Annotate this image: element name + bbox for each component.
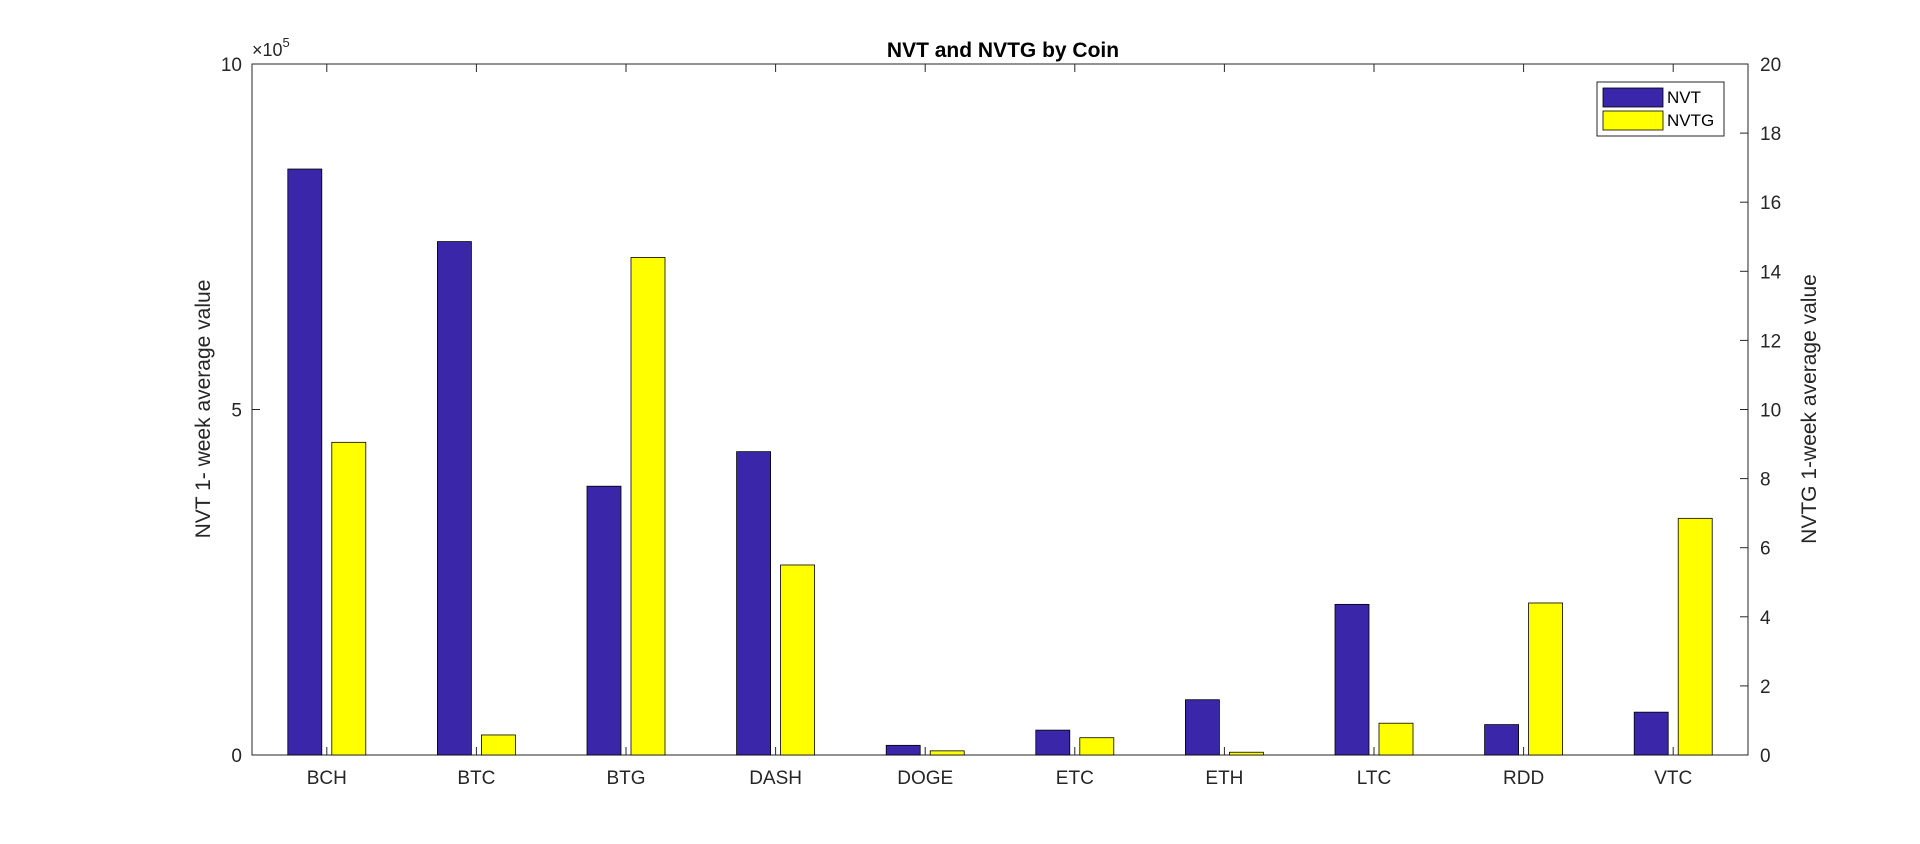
- bar-nvt: [1484, 724, 1519, 756]
- x-tick-label: DASH: [749, 768, 802, 789]
- y-right-tick-label: 4: [1760, 608, 1771, 629]
- bar-nvt: [1185, 699, 1220, 756]
- bar-nvt: [1633, 711, 1669, 756]
- y-right-tick-label: 6: [1760, 539, 1771, 560]
- bar-nvtg: [630, 257, 666, 756]
- bar-nvt: [736, 451, 771, 756]
- bar-nvt: [885, 744, 921, 756]
- legend-swatch: [1602, 87, 1664, 108]
- y-right-tick-label: 16: [1760, 193, 1781, 214]
- y-right-tick-label: 18: [1760, 124, 1781, 145]
- chart-title: NVT and NVTG by Coin: [887, 39, 1119, 62]
- x-tick-label: ETH: [1205, 768, 1243, 789]
- bar-nvtg: [780, 564, 815, 756]
- chart-legend: NVT NVTG: [1596, 81, 1725, 137]
- exponent-base: ×10: [252, 40, 283, 60]
- bar-nvt: [287, 168, 323, 756]
- x-tick-label: BTG: [606, 768, 645, 789]
- y-right-tick-label: 10: [1760, 401, 1781, 422]
- y-right-tick-label: 8: [1760, 470, 1771, 491]
- y-right-tick-label: 2: [1760, 677, 1771, 698]
- bar-nvt: [1035, 729, 1071, 756]
- bar-nvtg: [1079, 737, 1115, 756]
- x-tick-label: BCH: [307, 768, 347, 789]
- x-tick-label: VTC: [1654, 768, 1692, 789]
- x-tick-label: ETC: [1056, 768, 1094, 789]
- bar-nvtg: [331, 441, 367, 756]
- plot-frame: [251, 63, 1749, 756]
- y-left-tick-label: 0: [231, 746, 242, 767]
- bar-nvtg: [1229, 751, 1264, 756]
- bar-nvt: [586, 485, 622, 756]
- plot-area: 0 5 10 0 2 4 6 8 10 12 14 16 18 20 BCH BTC BTG DASH DOGE ET…: [221, 55, 1782, 789]
- y-left-tick-label: 10: [221, 55, 242, 76]
- x-tick-label: DOGE: [897, 768, 953, 789]
- bar-nvtg: [1378, 722, 1414, 756]
- y-left-tick-label: 5: [231, 401, 242, 422]
- bar-nvtg: [1677, 517, 1713, 756]
- y-right-tick-label: 12: [1760, 331, 1781, 352]
- bar-nvt: [436, 241, 472, 756]
- legend-label: NVT: [1667, 88, 1701, 107]
- exponent-power: 5: [283, 35, 290, 50]
- bar-nvt: [1334, 603, 1370, 756]
- x-tick-label: LTC: [1357, 768, 1391, 789]
- legend-swatch: [1602, 110, 1664, 131]
- bar-nvtg: [929, 750, 965, 756]
- y-left-exponent-label: ×105: [252, 35, 290, 60]
- bar-nvtg: [480, 734, 516, 756]
- y-right-tick-label: 20: [1760, 55, 1781, 76]
- x-tick-label: BTC: [457, 768, 495, 789]
- y-right-tick-label: 14: [1760, 262, 1782, 283]
- y-right-tick-label: 0: [1760, 746, 1771, 767]
- bar-nvtg: [1528, 602, 1563, 756]
- legend-label: NVTG: [1667, 111, 1714, 130]
- y-right-axis-label: NVTG 1-week average value: [1798, 274, 1821, 544]
- x-tick-label: RDD: [1503, 768, 1544, 789]
- y-left-axis-label: NVT 1- week average value: [192, 280, 215, 539]
